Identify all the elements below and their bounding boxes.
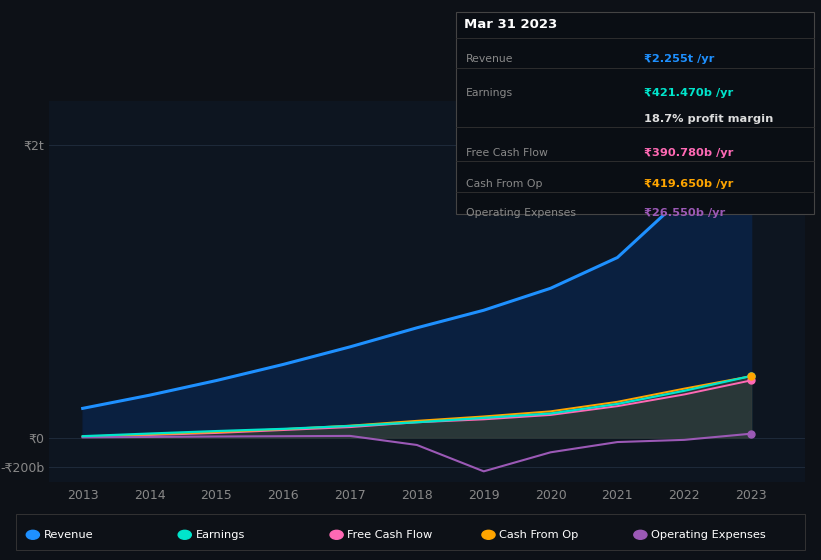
Text: Revenue: Revenue (466, 54, 513, 64)
Text: Free Cash Flow: Free Cash Flow (347, 530, 433, 540)
Text: ₹419.650b /yr: ₹419.650b /yr (644, 179, 734, 189)
Text: ₹26.550b /yr: ₹26.550b /yr (644, 208, 726, 218)
Text: Free Cash Flow: Free Cash Flow (466, 148, 548, 158)
Text: ₹2.255t /yr: ₹2.255t /yr (644, 54, 715, 64)
Text: Operating Expenses: Operating Expenses (466, 208, 576, 218)
Text: Earnings: Earnings (195, 530, 245, 540)
Text: Mar 31 2023: Mar 31 2023 (464, 18, 557, 31)
Text: 18.7% profit margin: 18.7% profit margin (644, 114, 774, 124)
Text: ₹390.780b /yr: ₹390.780b /yr (644, 148, 734, 158)
Text: ₹421.470b /yr: ₹421.470b /yr (644, 88, 734, 98)
Text: Revenue: Revenue (44, 530, 93, 540)
Text: Cash From Op: Cash From Op (499, 530, 579, 540)
Text: Operating Expenses: Operating Expenses (651, 530, 766, 540)
Text: Earnings: Earnings (466, 88, 512, 98)
Text: Cash From Op: Cash From Op (466, 179, 542, 189)
